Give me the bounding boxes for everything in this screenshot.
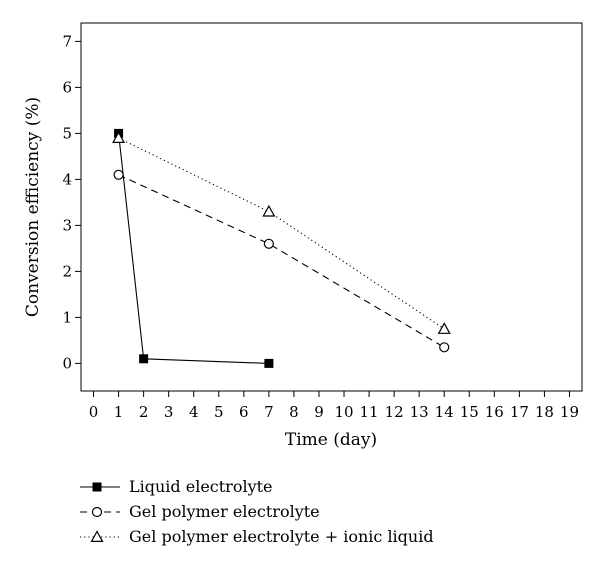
y-tick-label: 6 [62,78,72,96]
series-line [118,133,269,364]
x-tick-label: 4 [189,403,199,421]
x-tick-label: 1 [114,403,124,421]
series-gel-polymer-electrolyte-ionic-liquid [112,131,451,334]
x-tick-label: 16 [485,403,504,421]
x-axis-title: Time (day) [285,430,377,450]
data-point [439,342,450,353]
series-liquid-electrolyte [114,128,274,368]
x-tick-label: 11 [360,403,379,421]
y-tick-label: 7 [62,32,72,50]
y-tick-label: 4 [62,170,72,188]
x-tick-label: 9 [314,403,324,421]
series-line [118,174,445,348]
data-point [437,322,451,334]
legend-label: Gel polymer electrolyte + ionic liquid [129,527,434,546]
y-tick-label: 0 [62,354,72,372]
x-tick-label: 3 [164,403,174,421]
data-point [264,358,274,368]
series-layer [112,128,451,368]
legend: Liquid electrolyte Gel polymer electrolyt… [80,477,434,546]
x-tick-label: 18 [535,403,554,421]
legend-item: Liquid electrolyte [80,477,273,496]
legend-label: Liquid electrolyte [129,477,273,496]
series-line [118,137,445,330]
legend-item: Gel polymer electrolyte [80,502,320,521]
y-tick-label: 2 [62,262,72,280]
series-gel-polymer-electrolyte [113,169,450,353]
data-point [139,354,149,364]
x-tick-label: 0 [89,403,99,421]
legend-marker [91,506,103,518]
x-tick-label: 8 [289,403,299,421]
x-tick-label: 15 [460,403,479,421]
data-point [113,169,124,180]
x-tick-label: 6 [239,403,249,421]
x-tick-label: 7 [264,403,274,421]
y-tick-label: 5 [62,124,72,142]
y-tick-label: 3 [62,216,72,234]
x-tick-label: 10 [334,403,353,421]
y-axis-title: Conversion efficiency (%) [23,97,43,317]
x-tick-label: 19 [560,403,579,421]
x-tick-label: 5 [214,403,224,421]
data-point [263,238,274,249]
x-tick-label: 13 [410,403,429,421]
legend-marker [90,530,104,543]
x-tick-label: 17 [510,403,529,421]
x-tick-label: 12 [385,403,404,421]
y-tick-label: 1 [62,308,72,326]
x-tick-label: 14 [435,403,454,421]
legend-marker [92,482,102,492]
plot-frame [80,22,583,392]
x-tick-label: 2 [139,403,149,421]
data-point [262,204,276,217]
data-point [112,131,126,143]
legend-label: Gel polymer electrolyte [129,502,320,521]
legend-item: Gel polymer electrolyte + ionic liquid [80,527,434,546]
